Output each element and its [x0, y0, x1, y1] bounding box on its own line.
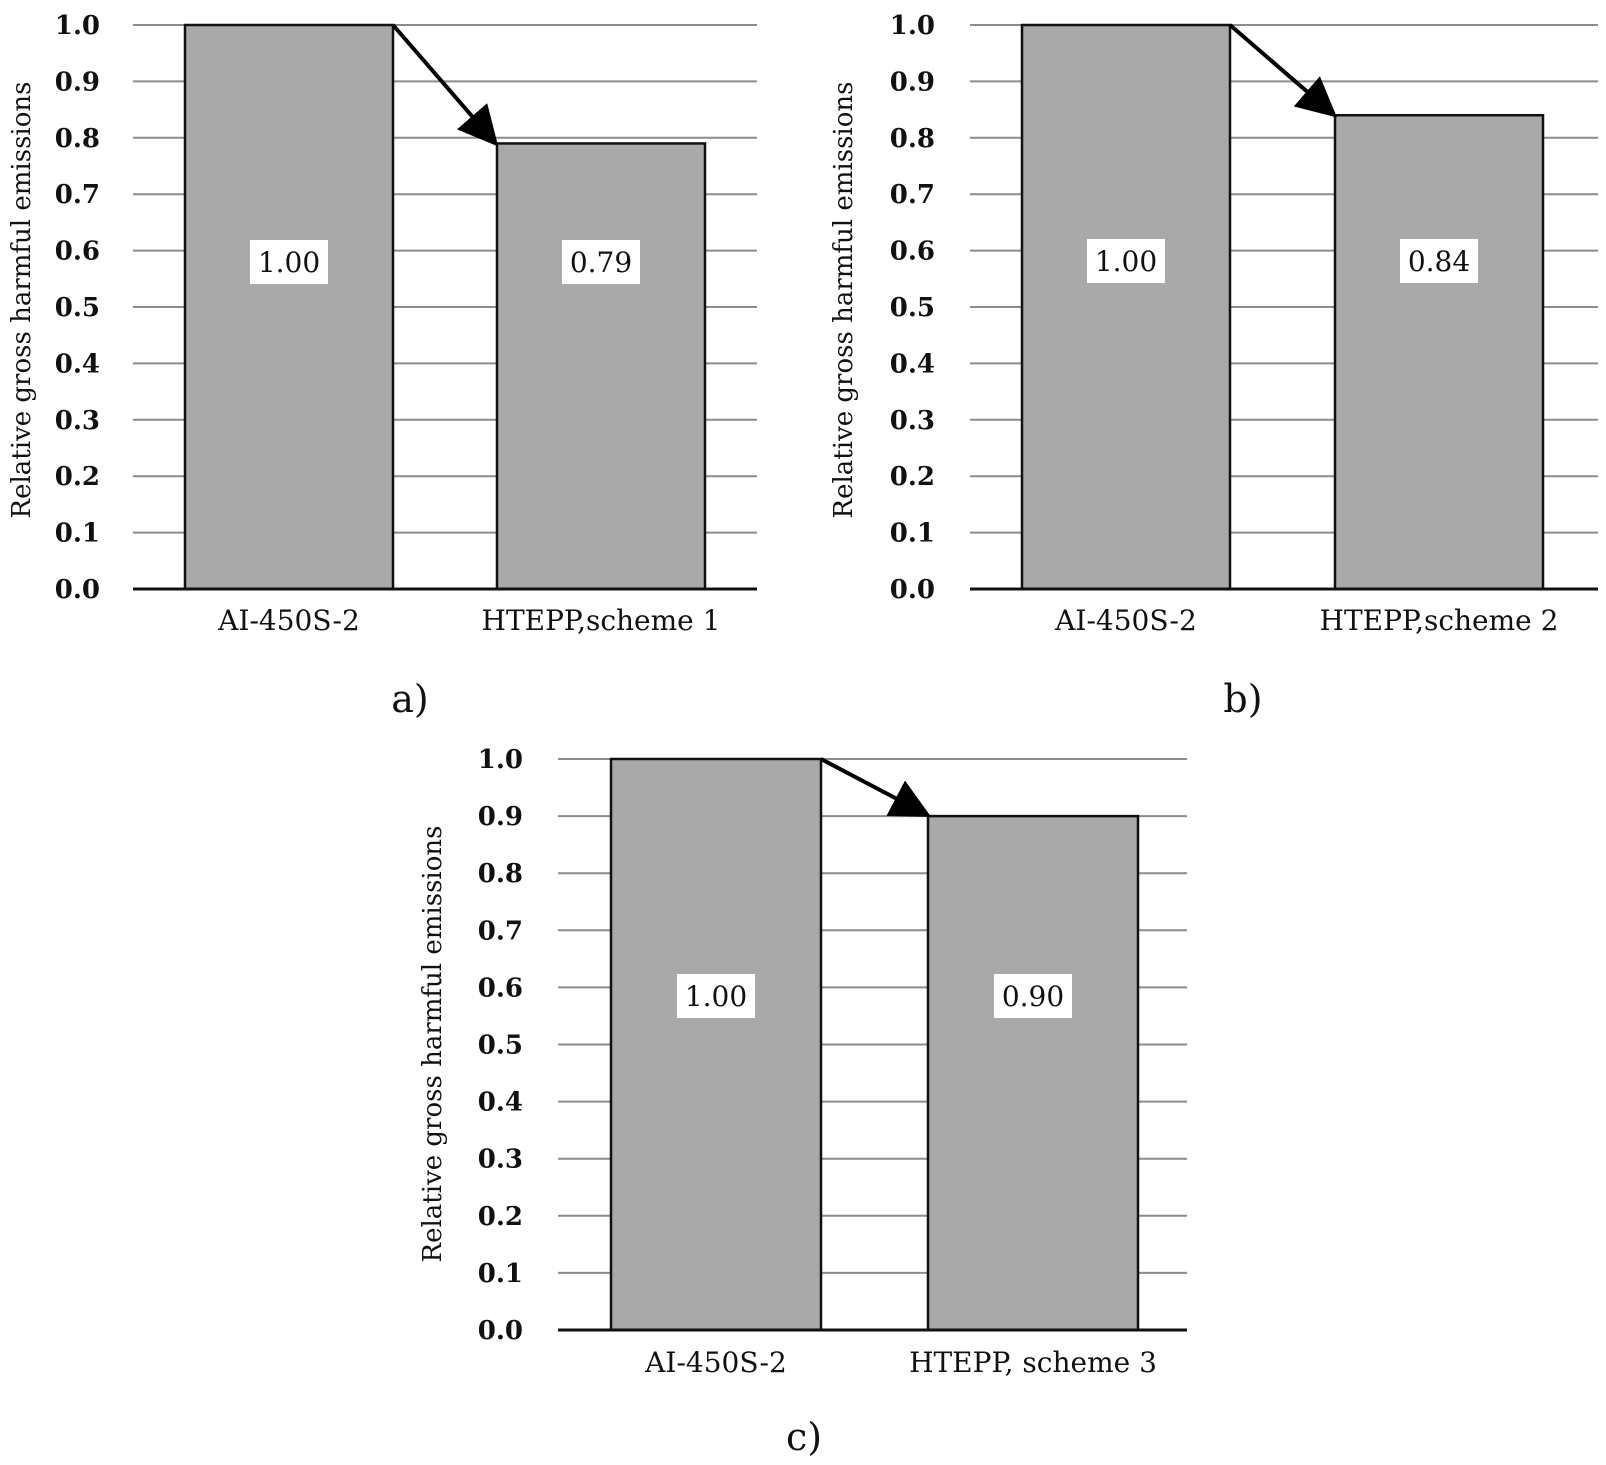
decrease-arrow [391, 23, 499, 147]
x-category-label: AI-450S-2 [1054, 604, 1197, 637]
data-label: 0.84 [1408, 245, 1470, 278]
bar [1020, 23, 1232, 591]
data-label: 0.79 [570, 246, 632, 279]
y-tick-label: 0.3 [890, 406, 935, 436]
panel-label: b) [1223, 677, 1262, 721]
data-label: 1.00 [1095, 245, 1157, 278]
y-tick-label: 0.3 [55, 406, 100, 436]
panel-label: a) [391, 677, 428, 721]
x-category-label: HTEPP, scheme 3 [909, 1346, 1157, 1379]
y-tick-label: 0.0 [478, 1316, 523, 1346]
bar [495, 142, 707, 591]
y-tick-label: 0.5 [478, 1031, 523, 1061]
y-tick-label: 0.1 [478, 1259, 523, 1289]
y-tick-label: 0.0 [55, 575, 100, 605]
x-category-label: HTEPP,scheme 1 [482, 604, 721, 637]
y-tick-label: 1.0 [478, 745, 523, 775]
y-tick-label: 0.4 [55, 349, 100, 379]
y-tick-label: 0.6 [55, 237, 100, 267]
x-category-label: AI-450S-2 [217, 604, 360, 637]
data-label-box [562, 240, 640, 284]
y-axis-label: Relative gross harmful emissions [7, 82, 37, 519]
bar [926, 814, 1140, 1332]
y-tick-label: 1.0 [890, 11, 935, 41]
decrease-arrow [1228, 23, 1338, 118]
data-label-box [994, 974, 1072, 1018]
data-label: 1.00 [258, 246, 320, 279]
x-category-label: AI-450S-2 [644, 1346, 787, 1379]
bar [609, 757, 823, 1332]
y-tick-label: 0.9 [55, 67, 100, 97]
y-tick-label: 0.4 [478, 1088, 523, 1118]
y-tick-label: 0.2 [478, 1202, 523, 1232]
y-tick-label: 0.0 [890, 575, 935, 605]
y-tick-label: 0.9 [478, 802, 523, 832]
y-tick-label: 1.0 [55, 11, 100, 41]
y-tick-label: 0.7 [478, 916, 523, 946]
data-label-box [1087, 239, 1165, 283]
y-tick-label: 0.7 [890, 180, 935, 210]
y-tick-label: 0.2 [890, 462, 935, 492]
data-label: 0.90 [1002, 980, 1064, 1013]
chart-panel-a: Relative gross harmful emissions a) 0.0 0… [7, 11, 757, 721]
chart-panel-c: Relative gross harmful emissions c) 0.0 0… [418, 745, 1187, 1459]
data-label: 1.00 [685, 980, 747, 1013]
y-axis-label: Relative gross harmful emissions [829, 82, 859, 519]
decrease-arrow [820, 757, 932, 817]
panel-label: c) [786, 1415, 822, 1459]
data-label-box [677, 974, 755, 1018]
y-tick-label: 0.3 [478, 1145, 523, 1175]
bar [1333, 113, 1545, 591]
chart-panel-b: Relative gross harmful emissions b) 0.0 0… [829, 11, 1598, 721]
y-axis-label: Relative gross harmful emissions [418, 826, 448, 1263]
y-tick-label: 0.1 [55, 519, 100, 549]
y-tick-label: 0.8 [478, 859, 523, 889]
x-category-label: HTEPP,scheme 2 [1320, 604, 1559, 637]
y-tick-label: 0.4 [890, 349, 935, 379]
bar [183, 23, 395, 591]
y-tick-label: 0.1 [890, 519, 935, 549]
y-tick-label: 0.8 [55, 124, 100, 154]
y-tick-label: 0.6 [890, 237, 935, 267]
y-tick-label: 0.5 [890, 293, 935, 323]
y-tick-label: 0.5 [55, 293, 100, 323]
y-tick-label: 0.7 [55, 180, 100, 210]
y-tick-label: 0.6 [478, 973, 523, 1003]
y-tick-label: 0.8 [890, 124, 935, 154]
data-label-box [1400, 239, 1478, 283]
data-label-box [250, 240, 328, 284]
y-tick-label: 0.9 [890, 67, 935, 97]
y-tick-label: 0.2 [55, 462, 100, 492]
